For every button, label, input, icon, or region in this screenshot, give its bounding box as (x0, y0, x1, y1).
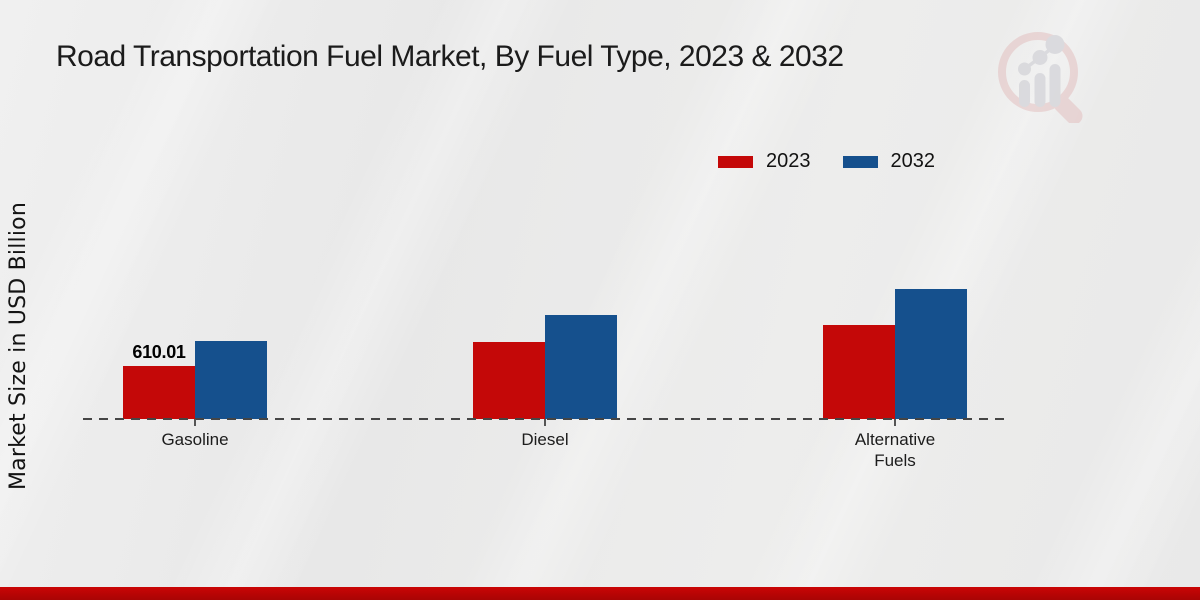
bar-2023-gasoline (123, 366, 195, 419)
legend-swatch-2023 (718, 155, 753, 168)
chart-title: Road Transportation Fuel Market, By Fuel… (56, 40, 844, 73)
footer-accent-bar (0, 587, 1200, 600)
bar-2032-gasoline (195, 341, 267, 419)
bar-2023-alternative-fuels (823, 325, 895, 419)
bar-2023-diesel (473, 342, 545, 419)
magnifier-growth-logo-watermark (998, 32, 1083, 123)
x-axis-category-label: Diesel (521, 430, 569, 449)
legend-item-2032: 2032 (842, 150, 936, 173)
legend: 2023 2032 (718, 150, 935, 173)
x-axis-tick (544, 419, 546, 426)
legend-label-2032: 2032 (890, 150, 936, 172)
legend-item-2023: 2023 (718, 150, 811, 173)
x-axis-tick (894, 419, 896, 426)
legend-label-2023: 2023 (766, 150, 811, 172)
bar-2032-alternative-fuels (895, 289, 967, 419)
bar-2032-diesel (545, 315, 617, 419)
bar-value-label: 610.01 (132, 342, 186, 362)
x-axis-category-label: Alternative Fuels (854, 430, 936, 471)
x-axis-category-label: Gasoline (161, 430, 229, 449)
x-axis-tick (194, 419, 196, 426)
legend-swatch-2032 (842, 155, 878, 168)
